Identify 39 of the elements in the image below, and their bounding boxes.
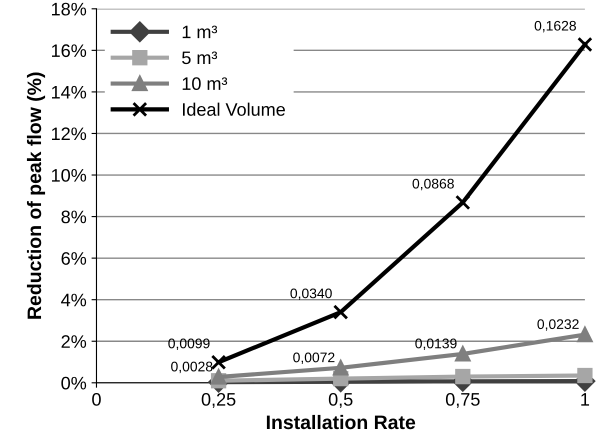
point <box>455 346 470 362</box>
legend-label: 1 m³ <box>182 26 218 38</box>
point <box>333 304 348 320</box>
x-axis-title: Installation Rate <box>266 414 416 430</box>
point <box>210 354 226 370</box>
y-tick-label: 18% <box>52 2 86 16</box>
point <box>577 368 593 384</box>
y-axis-title: Reduction of peak flow (%) <box>26 72 46 319</box>
y-tick-label: 12% <box>52 127 86 140</box>
y-tick-label: 8% <box>61 210 86 224</box>
y-tick-label: 0% <box>61 376 86 390</box>
point <box>577 36 593 52</box>
data-label: 0,0868 <box>412 178 454 190</box>
x-tick-label: 0,25 <box>202 393 236 408</box>
data-label: 0,0028 <box>171 362 212 374</box>
data-label: 0,0139 <box>415 338 457 350</box>
y-tick-label: 2% <box>62 335 86 348</box>
point <box>577 326 593 342</box>
data-label: 0,0340 <box>290 288 332 300</box>
data-label: 0,0072 <box>293 352 334 364</box>
x-tick-label: 0,75 <box>446 393 480 408</box>
y-tick-label: 10% <box>52 168 86 182</box>
legend-label: Ideal Volume <box>183 102 285 116</box>
point <box>455 194 470 210</box>
y-tick-label: 4% <box>61 294 86 306</box>
point <box>333 360 348 376</box>
data-label: 0,0099 <box>168 338 210 350</box>
data-label: 0,1628 <box>534 20 576 32</box>
y-tick-label: 6% <box>62 252 86 265</box>
y-tick-label: 14% <box>52 86 86 99</box>
y-tick-label: 16% <box>52 44 86 58</box>
x-tick-label: 0,5 <box>328 393 352 408</box>
x-tick-label: 0 <box>92 393 101 406</box>
point <box>455 368 470 384</box>
x-tick-label: 1 <box>581 393 590 406</box>
data-label: 0,0232 <box>537 319 579 331</box>
legend-label: 10 m³ <box>182 77 228 90</box>
legend-label: 5 m³ <box>182 51 218 64</box>
point <box>210 369 226 385</box>
